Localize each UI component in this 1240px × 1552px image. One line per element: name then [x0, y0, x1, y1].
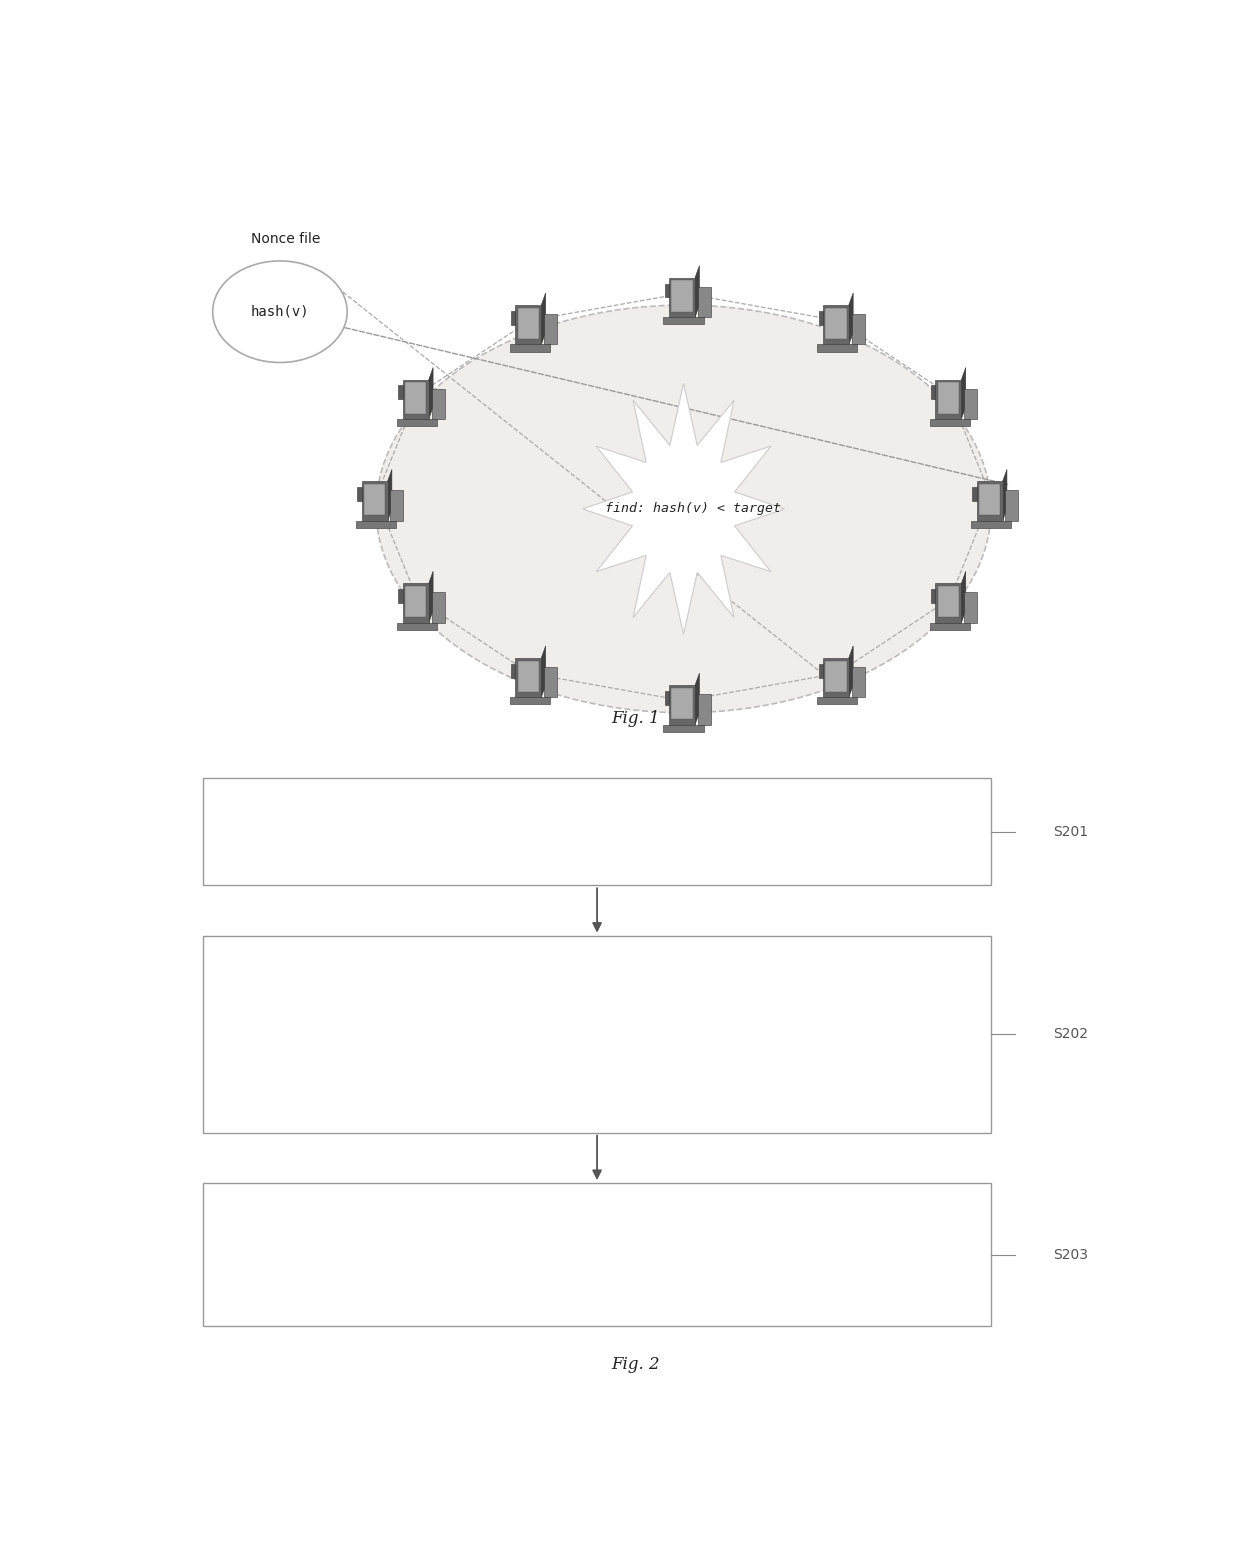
FancyBboxPatch shape [391, 490, 403, 521]
FancyBboxPatch shape [432, 593, 445, 622]
FancyBboxPatch shape [517, 661, 539, 692]
Text: S201: S201 [1054, 824, 1089, 838]
Polygon shape [696, 674, 699, 725]
FancyBboxPatch shape [511, 664, 537, 678]
FancyBboxPatch shape [665, 691, 691, 705]
FancyBboxPatch shape [965, 593, 977, 622]
FancyBboxPatch shape [665, 284, 691, 298]
FancyBboxPatch shape [203, 936, 991, 1133]
FancyBboxPatch shape [972, 487, 998, 501]
FancyBboxPatch shape [978, 484, 1001, 515]
Text: apparatus: apparatus [558, 1060, 636, 1076]
FancyBboxPatch shape [516, 658, 542, 697]
FancyBboxPatch shape [203, 778, 991, 885]
FancyBboxPatch shape [935, 584, 961, 622]
FancyBboxPatch shape [823, 304, 849, 345]
Text: Judge whether a hash slot corresponding to the block number: Judge whether a hash slot corresponding … [360, 1009, 835, 1024]
Polygon shape [849, 293, 853, 345]
FancyBboxPatch shape [544, 314, 557, 345]
FancyBboxPatch shape [663, 317, 704, 324]
FancyBboxPatch shape [397, 622, 438, 630]
Ellipse shape [376, 306, 991, 712]
FancyBboxPatch shape [671, 281, 693, 312]
FancyBboxPatch shape [356, 521, 397, 528]
FancyBboxPatch shape [397, 419, 438, 427]
FancyBboxPatch shape [817, 345, 858, 352]
Polygon shape [961, 368, 966, 419]
Text: Fig. 2: Fig. 2 [611, 1356, 660, 1374]
FancyBboxPatch shape [817, 697, 858, 705]
Text: Determine whether the node apparatus performs mining this: Determine whether the node apparatus per… [362, 1235, 832, 1251]
Text: Nonce file: Nonce file [250, 231, 320, 245]
FancyBboxPatch shape [698, 287, 711, 317]
FancyBboxPatch shape [852, 667, 864, 697]
FancyBboxPatch shape [432, 388, 445, 419]
FancyBboxPatch shape [516, 304, 542, 345]
FancyBboxPatch shape [405, 382, 427, 413]
Polygon shape [542, 293, 546, 345]
FancyBboxPatch shape [663, 725, 704, 733]
FancyBboxPatch shape [671, 688, 693, 719]
FancyBboxPatch shape [937, 587, 959, 618]
FancyBboxPatch shape [823, 658, 849, 697]
Polygon shape [696, 265, 699, 317]
FancyBboxPatch shape [825, 307, 847, 338]
FancyBboxPatch shape [931, 385, 957, 399]
Polygon shape [429, 368, 433, 419]
FancyBboxPatch shape [670, 684, 696, 725]
FancyBboxPatch shape [818, 310, 844, 324]
FancyBboxPatch shape [852, 314, 864, 345]
FancyBboxPatch shape [357, 487, 383, 501]
FancyBboxPatch shape [203, 1183, 991, 1327]
Polygon shape [1003, 469, 1007, 521]
Text: Acquire a current block number of the blockchain: Acquire a current block number of the bl… [408, 824, 786, 840]
FancyBboxPatch shape [362, 481, 388, 521]
FancyBboxPatch shape [935, 380, 961, 419]
Polygon shape [961, 571, 966, 622]
FancyBboxPatch shape [930, 622, 970, 630]
FancyBboxPatch shape [398, 385, 424, 399]
FancyBboxPatch shape [1006, 490, 1018, 521]
Polygon shape [583, 383, 785, 635]
FancyBboxPatch shape [971, 521, 1012, 528]
FancyBboxPatch shape [818, 664, 844, 678]
FancyBboxPatch shape [403, 380, 429, 419]
FancyBboxPatch shape [403, 584, 429, 622]
Text: hash(v): hash(v) [250, 304, 309, 318]
FancyBboxPatch shape [977, 481, 1003, 521]
FancyBboxPatch shape [510, 345, 551, 352]
FancyBboxPatch shape [670, 278, 696, 317]
Text: S203: S203 [1054, 1248, 1089, 1262]
FancyBboxPatch shape [937, 382, 959, 413]
Polygon shape [542, 646, 546, 697]
Text: Fig. 1: Fig. 1 [611, 709, 660, 726]
FancyBboxPatch shape [517, 307, 539, 338]
FancyBboxPatch shape [510, 697, 551, 705]
FancyBboxPatch shape [930, 419, 970, 427]
FancyBboxPatch shape [931, 590, 957, 604]
FancyBboxPatch shape [405, 587, 427, 618]
Text: find: hash(v) < target: find: hash(v) < target [605, 503, 781, 515]
FancyBboxPatch shape [965, 388, 977, 419]
Polygon shape [429, 571, 433, 622]
Polygon shape [388, 469, 392, 521]
FancyBboxPatch shape [698, 694, 711, 725]
FancyBboxPatch shape [398, 590, 424, 604]
Text: time according to a judgment result: time according to a judgment result [459, 1263, 735, 1277]
FancyBboxPatch shape [511, 310, 537, 324]
FancyBboxPatch shape [544, 667, 557, 697]
Text: is consistent with a hash slot corresponding to the node: is consistent with a hash slot correspon… [382, 1032, 812, 1048]
FancyBboxPatch shape [825, 661, 847, 692]
Text: S202: S202 [1054, 1027, 1089, 1041]
FancyBboxPatch shape [363, 484, 386, 515]
Ellipse shape [213, 261, 347, 363]
Polygon shape [849, 646, 853, 697]
